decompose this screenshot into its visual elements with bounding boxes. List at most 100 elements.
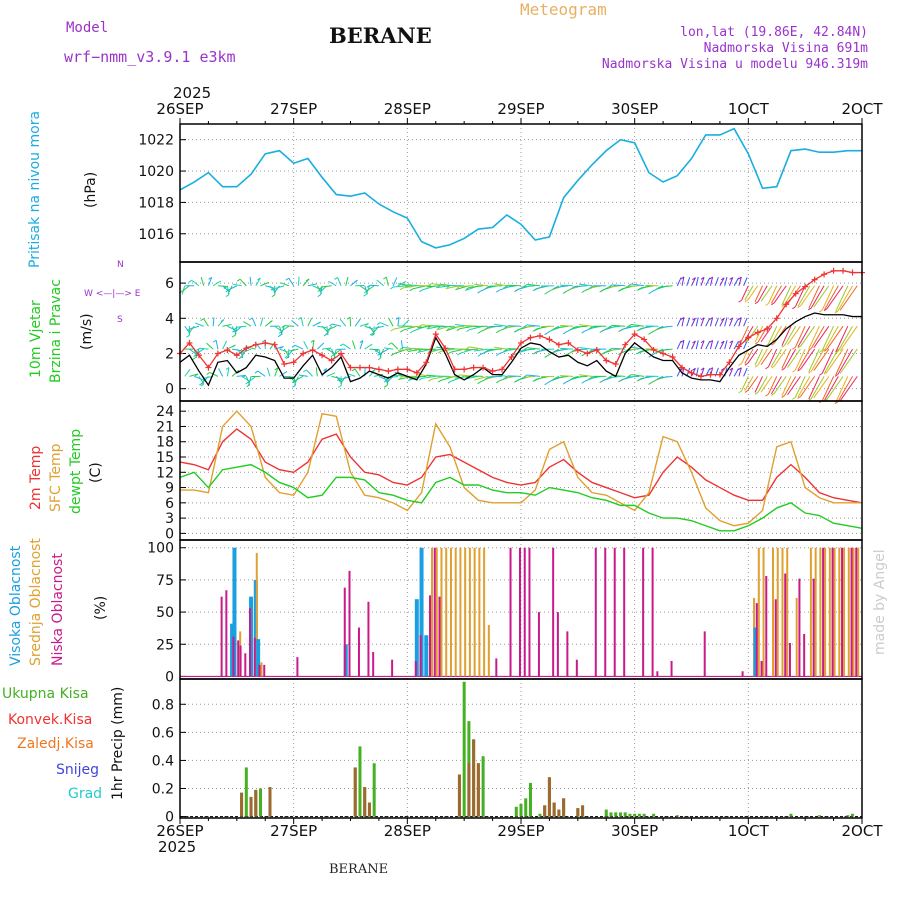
wind-arrow: [184, 368, 191, 377]
wind-arrow-head: [365, 323, 369, 326]
wind-arrow: [760, 348, 773, 365]
wind-arrow: [241, 348, 247, 358]
wind-arrow: [436, 285, 451, 289]
wind-arrow-head: [477, 353, 481, 357]
temperature-ytick-label: 0: [165, 526, 174, 542]
wind-arrow-head: [720, 317, 725, 321]
model-label: Model: [66, 20, 109, 36]
wind-arrow: [385, 276, 389, 286]
chart-type-title: Meteogram: [520, 0, 607, 19]
wind-arrow: [579, 347, 593, 350]
wind-arrow-head: [234, 326, 238, 330]
wind-arrow: [316, 342, 325, 350]
date-label-bottom: 29SEP: [497, 822, 544, 840]
wind-arrow: [339, 318, 347, 327]
wind-arrow-head: [354, 279, 358, 283]
wind-arrow: [631, 283, 645, 287]
wind-arrow-head: [485, 285, 490, 289]
wind-arrow-head: [754, 341, 759, 345]
wind-arrow: [709, 317, 714, 327]
wind-arrow: [231, 369, 240, 377]
wind-arrow-head: [656, 327, 660, 330]
wind-arrow-head: [729, 340, 734, 344]
wind-arrow: [291, 319, 299, 327]
wind-gust-marker: [679, 364, 686, 371]
precip-total-bar: [633, 813, 637, 817]
wind-arrow: [839, 325, 858, 351]
wind-arrow: [821, 348, 835, 374]
wind-arrow: [526, 283, 540, 287]
wind-arrow-head: [808, 307, 812, 311]
wind-arrow-head: [274, 367, 279, 371]
wind-arrow-head: [581, 330, 586, 334]
wind-arrow: [754, 376, 763, 393]
wind-gust-marker: [707, 371, 714, 378]
wind-arrow: [719, 277, 725, 286]
wind-arrow-head: [533, 328, 537, 332]
pressure-ytick-label: 1022: [138, 133, 174, 149]
wind-arrow-head: [284, 355, 289, 359]
wind-gust-marker: [735, 343, 742, 350]
wind-arrow-head: [744, 390, 749, 393]
wind-arrow-head: [729, 367, 734, 371]
wind-arrow: [747, 376, 759, 391]
wind-arrow: [797, 285, 811, 307]
wind-arrow-head: [589, 375, 594, 379]
wind-arrow: [794, 376, 806, 398]
wind-gust-marker: [688, 369, 695, 376]
wind-arrow-head: [581, 290, 586, 294]
wind-arrow: [787, 376, 801, 396]
wind-gust-marker: [603, 357, 610, 364]
wind-arrow-head: [291, 344, 296, 348]
precip-conv-bar: [547, 777, 551, 817]
wind-arrow-head: [709, 317, 713, 320]
wind-gust-marker: [366, 364, 373, 371]
wind-arrow-head: [261, 339, 266, 343]
wind-arrow-head: [351, 368, 356, 372]
wind-arrow-head: [199, 382, 203, 386]
wind-arrow-head: [231, 334, 236, 338]
wind-arrow-head: [504, 375, 509, 379]
wind-gust-marker: [555, 341, 562, 348]
wind-arrow-head: [456, 286, 460, 289]
wind-gust-marker: [821, 271, 828, 278]
precip-conv-bar: [353, 767, 357, 817]
wind-gust-marker: [262, 339, 269, 346]
date-label-bottom: 2OCT: [842, 822, 884, 840]
wind-arrow-head: [771, 365, 775, 369]
precip-total-bar: [514, 806, 518, 817]
wind-arrow-head: [186, 334, 190, 338]
wind-arrow: [354, 368, 361, 377]
wind-gust-marker: [432, 331, 439, 338]
precip-total-bar: [789, 813, 793, 817]
wind-arrow: [579, 324, 593, 327]
wind-arrow-head: [277, 334, 282, 338]
wind-arrow-head: [418, 324, 423, 328]
footer-station: BERANE: [329, 862, 389, 877]
wind-arrow: [555, 325, 569, 329]
wind-arrow: [800, 325, 816, 347]
temperature-ytick-label: 9: [165, 481, 174, 497]
wind-arrow-head: [418, 377, 423, 381]
wind-gust-marker: [451, 366, 458, 373]
wind-arrow: [555, 348, 569, 352]
wind-arrow: [695, 340, 699, 350]
wind-arrow: [445, 285, 460, 290]
wind-arrow: [813, 285, 830, 308]
wind-arrow: [526, 324, 540, 327]
wind-arrow: [493, 346, 507, 350]
wind-arrow-head: [225, 289, 230, 293]
wind-arrow: [631, 374, 645, 377]
wind-arrow-head: [496, 289, 500, 293]
wind-arrow-head: [212, 339, 217, 343]
precip-ytick-label: 0.4: [152, 753, 174, 769]
wind-arrow: [837, 376, 853, 402]
wind-arrow: [364, 325, 374, 330]
precip-total-bar: [817, 815, 821, 817]
wind-arrow: [526, 347, 540, 350]
precip-ytick-label: 0.6: [152, 725, 174, 741]
wind-arrow-head: [303, 369, 307, 373]
wind-arrow: [402, 285, 417, 289]
wind-arrow-head: [781, 367, 785, 371]
wind-arrow: [741, 348, 749, 364]
